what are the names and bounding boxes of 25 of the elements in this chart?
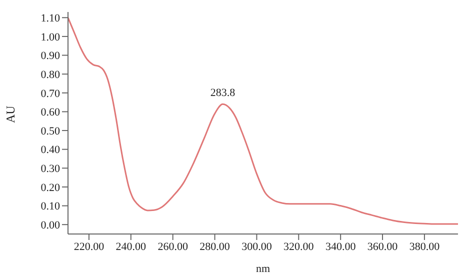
x-tick-label: 260.00	[158, 240, 188, 253]
annotation: 283.8	[210, 87, 236, 100]
y-axis-title: AU	[3, 105, 18, 123]
x-tick-label: 280.00	[200, 240, 230, 253]
x-tick-label: 300.00	[242, 240, 272, 253]
x-tick-label: 360.00	[367, 240, 398, 253]
x-tick-label: 340.00	[325, 240, 356, 253]
y-tick-label: 0.90	[40, 50, 60, 62]
x-tick-label: 240.00	[116, 240, 147, 253]
y-tick-label: 1.10	[40, 12, 60, 25]
y-tick-label: 0.00	[40, 220, 60, 232]
y-tick-label: 0.60	[40, 106, 60, 119]
x-tick-label: 220.00	[74, 240, 105, 253]
y-tick-label: 0.30	[40, 163, 60, 176]
x-axis-title: nm	[256, 263, 270, 275]
x-tick-label: 380.00	[409, 240, 440, 253]
y-tick-label: 0.10	[40, 200, 60, 213]
y-tick-label: 1.00	[40, 31, 60, 44]
y-tick-label: 0.70	[40, 88, 60, 100]
y-tick-label: 0.50	[40, 125, 60, 138]
line-series	[68, 16, 458, 225]
y-tick-label: 0.40	[40, 144, 60, 156]
x-tick-label: 320.00	[284, 240, 314, 253]
y-tick-label: 0.80	[40, 68, 60, 81]
y-tick-label: 0.20	[40, 182, 60, 194]
